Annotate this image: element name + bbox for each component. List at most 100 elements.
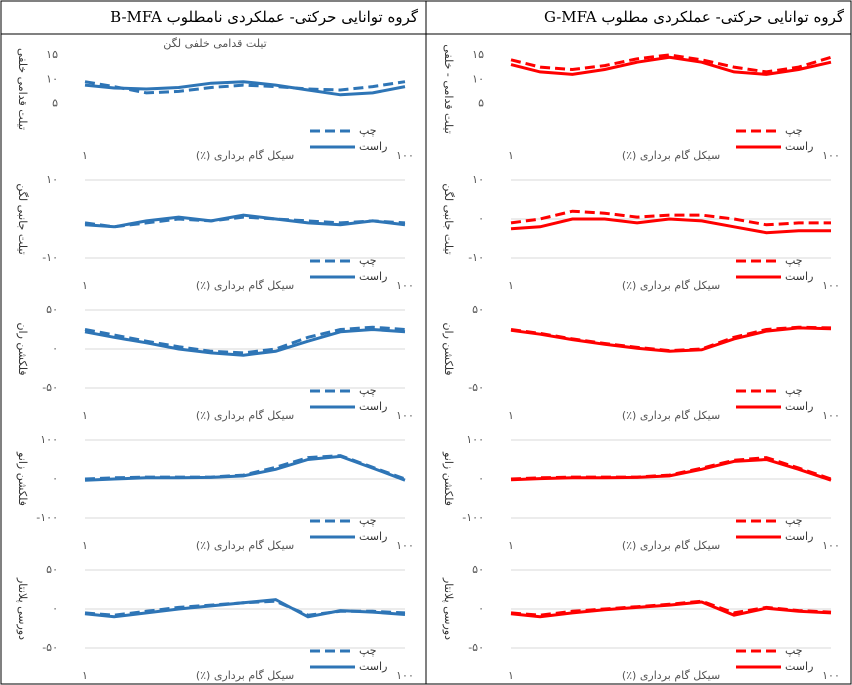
y-tick-label: ۵۰	[46, 563, 58, 576]
x-tick-label: ۱	[508, 279, 514, 292]
x-axis-label: سیکل گام برداری (٪)	[622, 539, 720, 552]
series-line	[84, 325, 406, 355]
legend-label: چپ	[359, 644, 377, 657]
y-tick-label: ۵۰	[472, 563, 484, 576]
x-axis-label: سیکل گام برداری (٪)	[622, 409, 720, 422]
x-axis-label: سیکل گام برداری (٪)	[622, 149, 720, 162]
y-tick-label: ۱۵	[46, 48, 58, 61]
series-line	[84, 454, 406, 482]
y-axis-label: فلکشن زانو	[16, 451, 29, 506]
x-tick-label: ۱	[82, 669, 88, 682]
series-line	[510, 209, 831, 227]
legend-label: چپ	[785, 384, 803, 397]
x-tick-label: ۱۰۰	[822, 409, 840, 422]
legend-label: چپ	[359, 124, 377, 137]
y-tick-label: ۵	[52, 97, 58, 110]
x-axis-label: سیکل گام برداری (٪)	[196, 279, 294, 292]
y-axis-label: تیلت جانبی لگن	[16, 183, 29, 254]
series-line	[84, 80, 406, 95]
series-line	[510, 53, 832, 74]
y-axis-label: دورسی پلانتار	[442, 577, 455, 640]
legend-label: چپ	[359, 514, 377, 527]
x-axis-label: سیکل گام برداری (٪)	[196, 149, 294, 162]
legend-label: راست	[359, 400, 387, 413]
x-tick-label: ۱	[82, 539, 88, 552]
y-tick-label: ۰	[52, 472, 58, 485]
x-tick-label: ۱۰۰	[822, 539, 840, 552]
column-header: گروه توانایی حرکتی- عملکردی نامطلوب B-MF…	[110, 8, 419, 26]
chart-title: تیلت قدامی خلفی لگن	[163, 37, 266, 50]
x-tick-label: ۱	[82, 279, 88, 292]
y-tick-label: ۰	[478, 602, 484, 615]
series-line	[510, 55, 832, 76]
x-axis-label: سیکل گام برداری (٪)	[622, 279, 720, 292]
legend-label: راست	[785, 660, 813, 673]
legend-label: راست	[359, 530, 387, 543]
x-tick-label: ۱۰۰	[822, 669, 840, 682]
legend-label: راست	[785, 530, 813, 543]
y-tick-label: -۱۰۰	[36, 511, 58, 524]
x-tick-label: ۱۰۰	[396, 409, 414, 422]
y-axis-label: فلکشن ران	[16, 322, 29, 375]
x-tick-label: ۱۰۰	[396, 669, 414, 682]
y-tick-label: ۱۰۰	[466, 433, 484, 446]
y-tick-label: ۰	[52, 342, 58, 355]
y-axis-label: تیلت قدامی خلفی	[16, 48, 29, 130]
x-tick-label: ۱۰۰	[822, 279, 840, 292]
y-tick-label: ۱۵	[472, 48, 484, 61]
y-tick-label: ۰	[478, 212, 484, 225]
x-axis-label: سیکل گام برداری (٪)	[196, 409, 294, 422]
x-axis-label: سیکل گام برداری (٪)	[196, 669, 294, 682]
legend-label: چپ	[785, 124, 803, 137]
legend-label: راست	[785, 400, 813, 413]
y-tick-label: ۱۰	[472, 72, 484, 85]
x-tick-label: ۱	[82, 409, 88, 422]
legend-label: چپ	[785, 644, 803, 657]
x-tick-label: ۱۰۰	[396, 279, 414, 292]
series-line	[510, 217, 831, 235]
series-line	[510, 600, 832, 619]
x-tick-label: ۱	[508, 669, 514, 682]
y-tick-label: -۱۰	[42, 251, 58, 264]
x-axis-label: سیکل گام برداری (٪)	[622, 669, 720, 682]
y-tick-label: ۵۰	[472, 303, 484, 316]
legend-label: راست	[359, 270, 387, 283]
y-tick-label: -۵۰	[42, 641, 58, 654]
legend-label: راست	[359, 140, 387, 153]
y-tick-label: ۱۰	[472, 173, 484, 186]
legend-label: چپ	[359, 384, 377, 397]
y-axis-label: دورسی پلانتار	[16, 577, 29, 640]
y-axis-label: تیلت جانبی لگن	[442, 183, 455, 254]
x-tick-label: ۱۰۰	[396, 149, 414, 162]
x-tick-label: ۱۰۰	[822, 149, 840, 162]
y-tick-label: -۱۰۰	[462, 511, 484, 524]
series-line	[510, 326, 832, 353]
y-tick-label: ۰	[52, 602, 58, 615]
legend-label: راست	[785, 140, 813, 153]
series-line	[510, 457, 832, 482]
column-header: گروه توانایی حرکتی- عملکردی مطلوب G-MFA	[544, 8, 845, 26]
legend-label: چپ	[785, 514, 803, 527]
series-line	[84, 327, 406, 357]
legend-label: چپ	[785, 254, 803, 267]
series-line	[84, 213, 406, 229]
x-tick-label: ۱۰۰	[396, 539, 414, 552]
y-tick-label: -۵۰	[468, 641, 484, 654]
y-tick-label: ۰	[478, 472, 484, 485]
x-tick-label: ۱	[508, 539, 514, 552]
x-tick-label: ۱	[508, 149, 514, 162]
y-tick-label: ۵۰	[46, 303, 58, 316]
y-tick-label: -۵۰	[468, 381, 484, 394]
legend-label: راست	[359, 660, 387, 673]
legend-label: چپ	[359, 254, 377, 267]
y-axis-label: فلکشن زانو	[442, 451, 455, 506]
y-tick-label: ۱۰	[46, 72, 58, 85]
y-axis-label: فلکشن ران	[442, 322, 455, 375]
series-line	[84, 80, 406, 97]
y-tick-label: ۵	[478, 97, 484, 110]
x-tick-label: ۱	[82, 149, 88, 162]
x-axis-label: سیکل گام برداری (٪)	[196, 539, 294, 552]
y-tick-label: ۱۰	[46, 173, 58, 186]
